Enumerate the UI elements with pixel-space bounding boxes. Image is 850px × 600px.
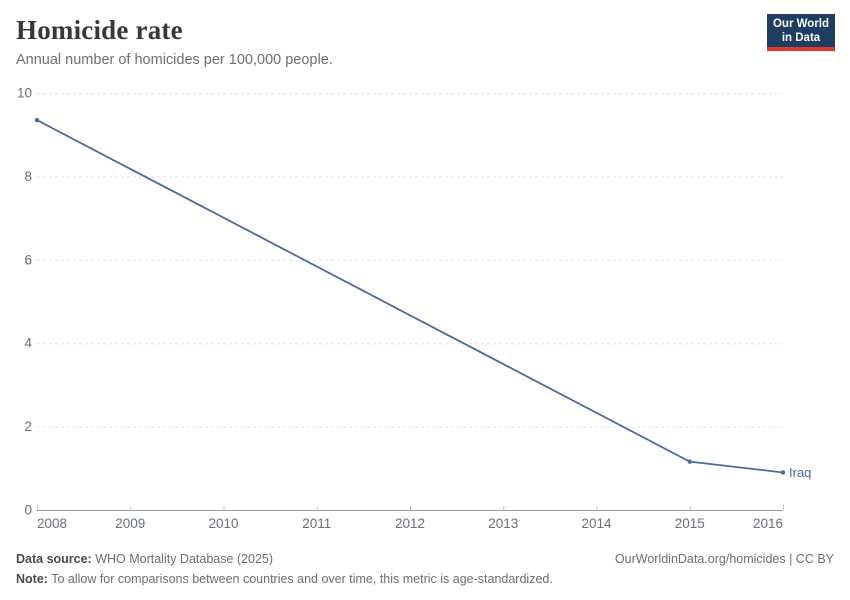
data-source-text: Data source: WHO Mortality Database (202…: [16, 549, 273, 569]
series-end-label-iraq[interactable]: Iraq: [789, 465, 811, 480]
x-axis-label-2014: 2014: [581, 516, 612, 531]
chart-subtitle: Annual number of homicides per 100,000 p…: [16, 52, 333, 68]
x-axis-label-2013: 2013: [488, 516, 518, 531]
y-axis-label-0: 0: [24, 503, 32, 518]
owid-logo-line1: Our World: [772, 17, 829, 30]
note-label: Note:: [16, 572, 48, 586]
y-axis-label-10: 10: [17, 86, 32, 101]
x-axis-label-2010: 2010: [208, 516, 238, 531]
y-axis-label-8: 8: [24, 169, 32, 184]
x-axis-label-2011: 2011: [302, 516, 331, 531]
data-point-iraq-2008[interactable]: [34, 117, 40, 123]
data-point-iraq-2015[interactable]: [687, 459, 692, 464]
chart-title: Homicide rate: [16, 15, 183, 45]
note-value: To allow for comparisons between countri…: [47, 572, 553, 586]
chart-footer: Data source: WHO Mortality Database (202…: [16, 549, 834, 589]
x-axis-label-2008: 2008: [37, 516, 67, 531]
note-text: Note: To allow for comparisons between c…: [16, 572, 553, 586]
series-line-iraq[interactable]: [36, 119, 784, 474]
x-axis-label-2015: 2015: [675, 516, 705, 531]
data-point-iraq-2016[interactable]: [780, 470, 786, 475]
owid-logo[interactable]: Our World in Data: [767, 14, 835, 51]
x-axis-label-2012: 2012: [395, 516, 425, 531]
line-chart-canvas: 0 2 4 6 8 10 2008 2009 2010 2011 2012 2013 2014 2015 2…: [17, 86, 811, 532]
data-source-value: WHO Mortality Database (2025): [91, 552, 274, 566]
owid-logo-line2: in Data: [781, 31, 821, 44]
y-axis-label-6: 6: [24, 252, 32, 267]
y-axis-label-4: 4: [24, 336, 32, 351]
x-axis-label-2016: 2016: [753, 516, 783, 531]
y-axis-label-2: 2: [24, 419, 32, 434]
data-source-label: Data source:: [16, 552, 92, 566]
x-axis-label-2009: 2009: [115, 516, 145, 531]
owid-url-license-link[interactable]: OurWorldinData.org/homicides | CC BY: [614, 552, 834, 566]
